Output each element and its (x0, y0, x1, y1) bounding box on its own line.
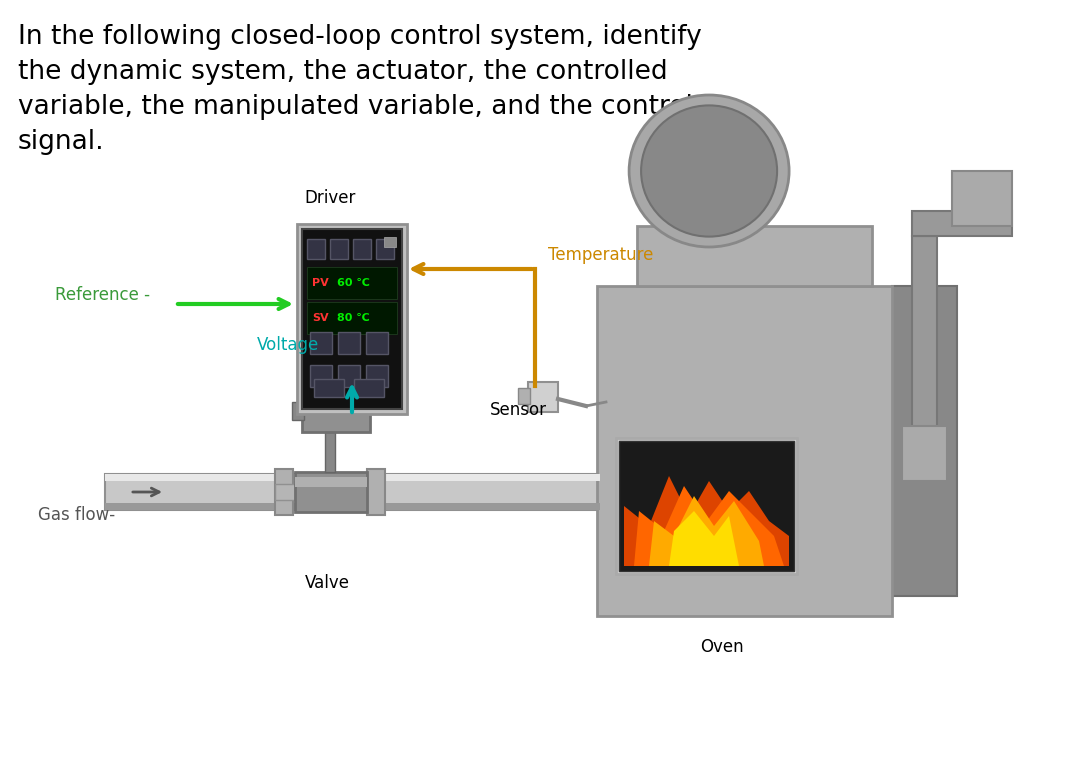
Bar (338, 365, 360, 387)
Bar (307, 267, 397, 299)
Ellipse shape (629, 95, 789, 247)
Text: Sensor: Sensor (490, 401, 546, 419)
Bar (951, 171, 1012, 226)
Text: SV: SV (312, 313, 328, 323)
Bar (912, 211, 1012, 236)
Bar (338, 332, 360, 354)
Polygon shape (634, 486, 784, 566)
Polygon shape (649, 496, 764, 566)
Bar (302, 384, 370, 402)
Bar (366, 332, 388, 354)
Text: Gas flow-: Gas flow- (38, 506, 116, 524)
Bar (330, 239, 348, 259)
Bar (619, 441, 794, 571)
Text: Reference -: Reference - (55, 286, 150, 304)
Bar (354, 379, 384, 397)
Polygon shape (669, 511, 739, 566)
Bar (310, 332, 332, 354)
Bar (597, 286, 892, 616)
Text: PV: PV (312, 278, 328, 288)
Bar (275, 484, 295, 500)
Bar (105, 474, 600, 481)
Bar (292, 402, 303, 420)
Bar (892, 286, 957, 596)
Bar (105, 503, 600, 510)
Text: Driver: Driver (303, 189, 355, 207)
Bar (528, 382, 558, 412)
Bar (295, 472, 367, 512)
Bar (295, 477, 367, 487)
Bar (384, 237, 396, 247)
Bar (307, 302, 397, 334)
Text: Valve: Valve (305, 574, 350, 592)
Bar (366, 365, 388, 387)
Bar (912, 236, 937, 451)
Bar (367, 469, 384, 515)
Bar (353, 239, 372, 259)
Bar (376, 239, 394, 259)
Bar (302, 380, 370, 432)
Text: 60 ℃: 60 ℃ (337, 278, 369, 288)
Bar (297, 224, 407, 414)
Text: 80 ℃: 80 ℃ (337, 313, 369, 323)
Text: Voltage: Voltage (257, 336, 320, 354)
Bar (637, 226, 872, 286)
Bar (902, 426, 947, 481)
Bar (518, 388, 530, 404)
Bar (275, 469, 293, 515)
Bar (302, 229, 402, 409)
Text: Temperature: Temperature (548, 246, 653, 264)
Bar (325, 427, 335, 472)
Polygon shape (624, 476, 789, 566)
Bar (310, 365, 332, 387)
Bar (105, 474, 600, 510)
Ellipse shape (642, 105, 778, 237)
Text: In the following closed-loop control system, identify
the dynamic system, the ac: In the following closed-loop control sys… (18, 24, 702, 155)
Bar (314, 379, 345, 397)
Bar (616, 438, 797, 574)
Bar (307, 239, 325, 259)
Text: Oven: Oven (700, 638, 744, 656)
